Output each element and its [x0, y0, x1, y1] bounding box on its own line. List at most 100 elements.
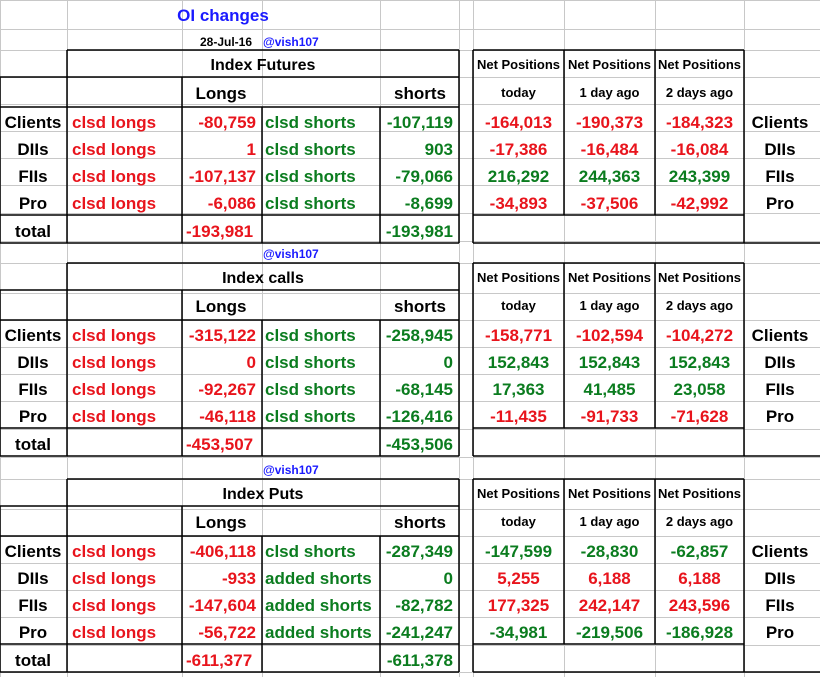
section-1-net-subheader: 1 day ago [580, 85, 640, 100]
section-1-net-header: Net Positions [568, 57, 651, 72]
section-3-long-label: clsd longs [72, 542, 156, 561]
section-2-right-label: Clients [752, 326, 809, 345]
section-1-short-value: -79,066 [395, 167, 453, 186]
section-1-long-value: -80,759 [198, 113, 256, 132]
section-1-net-value: -16,484 [581, 140, 639, 159]
section-3-title: Index Puts [223, 486, 304, 503]
section-2-total-short: -453,506 [386, 435, 453, 454]
section-3-total-long: -611,377 [186, 651, 252, 670]
section-3-net-value: -28,830 [581, 542, 639, 561]
sheet-date: 28-Jul-16 [200, 35, 252, 49]
section-2-row-label: FIIs [18, 380, 47, 399]
section-1-net-value: -17,386 [490, 140, 548, 159]
section-1-row-label: DIIs [17, 140, 48, 159]
section-2-short-label: clsd shorts [265, 326, 356, 345]
section-3-net-value: -34,981 [490, 623, 548, 642]
section-3-net-value: 6,188 [588, 569, 631, 588]
section-3-right-label: DIIs [764, 569, 795, 588]
section-3-long-label: clsd longs [72, 569, 156, 588]
section-2-short-value: -126,416 [386, 407, 453, 426]
section-2-net-header: Net Positions [658, 270, 741, 285]
section-2-net-value: -71,628 [671, 407, 729, 426]
section-2-short-label: clsd shorts [265, 407, 356, 426]
section-1-shorts-header: shorts [394, 84, 446, 103]
section-2-short-value: -68,145 [395, 380, 453, 399]
section-2-short-label: clsd shorts [265, 353, 356, 372]
section-1-net-subheader: 2 days ago [666, 85, 733, 100]
section-3-right-label: FIIs [765, 596, 794, 615]
section-2-net-value: 152,843 [669, 353, 730, 372]
section-1-net-value: 243,399 [669, 167, 730, 186]
section-2-right-label: Pro [766, 407, 794, 426]
section-2-title: Index calls [222, 270, 304, 287]
section-1-net-value: 216,292 [488, 167, 549, 186]
section-1-net-header: Net Positions [658, 57, 741, 72]
section-3-net-value: 243,596 [669, 596, 730, 615]
section-3-long-label: clsd longs [72, 596, 156, 615]
section-1-long-label: clsd longs [72, 113, 156, 132]
section-1-net-value: -34,893 [490, 194, 548, 213]
section-1-net-value: -16,084 [671, 140, 729, 159]
section-3-net-value: -219,506 [576, 623, 643, 642]
section-3-net-header: Net Positions [477, 486, 560, 501]
section-3-net-value: -147,599 [485, 542, 552, 561]
section-2-net-value: 17,363 [493, 380, 545, 399]
section-3-total-short: -611,378 [387, 651, 453, 670]
section-2-net-value: -104,272 [666, 326, 733, 345]
section-3-short-value: -287,349 [386, 542, 453, 561]
section-1-net-header: Net Positions [477, 57, 560, 72]
section-2-short-value: -258,945 [386, 326, 453, 345]
section-2-net-value: 152,843 [488, 353, 549, 372]
section-3-long-label: clsd longs [72, 623, 156, 642]
section-2-long-label: clsd longs [72, 380, 156, 399]
section-3-long-value: -147,604 [189, 596, 257, 615]
section-3-total-label: total [15, 651, 51, 670]
section-1-long-value: -6,086 [208, 194, 256, 213]
section-2-right-label: DIIs [764, 353, 795, 372]
section-1-net-value: -37,506 [581, 194, 639, 213]
section-3-short-label: clsd shorts [265, 542, 356, 561]
section-1-net-value: -190,373 [576, 113, 643, 132]
section-2-long-value: -315,122 [189, 326, 256, 345]
section-3-net-value: 5,255 [497, 569, 540, 588]
section-3-net-subheader: today [501, 514, 536, 529]
section-3-net-value: 6,188 [678, 569, 721, 588]
section-3-row-label: FIIs [18, 596, 47, 615]
section-1-right-label: Clients [752, 113, 809, 132]
section-3-net-value: -186,928 [666, 623, 733, 642]
section-2-total-label: total [15, 435, 51, 454]
section-1-right-label: Pro [766, 194, 794, 213]
section-1-net-value: -42,992 [671, 194, 729, 213]
section-2-long-value: -46,118 [199, 407, 256, 426]
section-1-total-long: -193,981 [186, 222, 253, 241]
cell-text: OI changes 28-Jul-16 @vish107 Index Futu… [5, 6, 809, 670]
section-1-long-label: clsd longs [72, 167, 156, 186]
section-2-row-label: Pro [19, 407, 47, 426]
section-1-longs-header: Longs [196, 84, 247, 103]
section-2-long-label: clsd longs [72, 407, 156, 426]
section-2-net-value: 152,843 [579, 353, 640, 372]
section-3-net-subheader: 1 day ago [580, 514, 640, 529]
section-2-net-subheader: 1 day ago [580, 298, 640, 313]
section-3-long-value: -56,722 [198, 623, 256, 642]
section-2-net-subheader: today [501, 298, 536, 313]
section-3-net-value: -62,857 [671, 542, 729, 561]
section-3-net-value: 242,147 [579, 596, 640, 615]
section-2-long-value: -92,267 [198, 380, 256, 399]
section-2-net-value: 23,058 [674, 380, 726, 399]
section-3-short-label: added shorts [265, 569, 372, 588]
section-2-net-header: Net Positions [568, 270, 651, 285]
section-1-short-label: clsd shorts [265, 113, 356, 132]
section-2-row-label: DIIs [17, 353, 48, 372]
sheet-handle: @vish107 [263, 35, 319, 49]
section-2-long-label: clsd longs [72, 353, 156, 372]
section-1-short-value: -107,119 [387, 113, 453, 132]
section-2-net-header: Net Positions [477, 270, 560, 285]
section-2-longs-header: Longs [196, 297, 247, 316]
section-1-net-value: -184,323 [666, 113, 733, 132]
section-3-short-label: added shorts [265, 596, 372, 615]
section-2-long-value: 0 [247, 353, 256, 372]
section-3-right-label: Pro [766, 623, 794, 642]
section-1-row-label: Clients [5, 113, 62, 132]
